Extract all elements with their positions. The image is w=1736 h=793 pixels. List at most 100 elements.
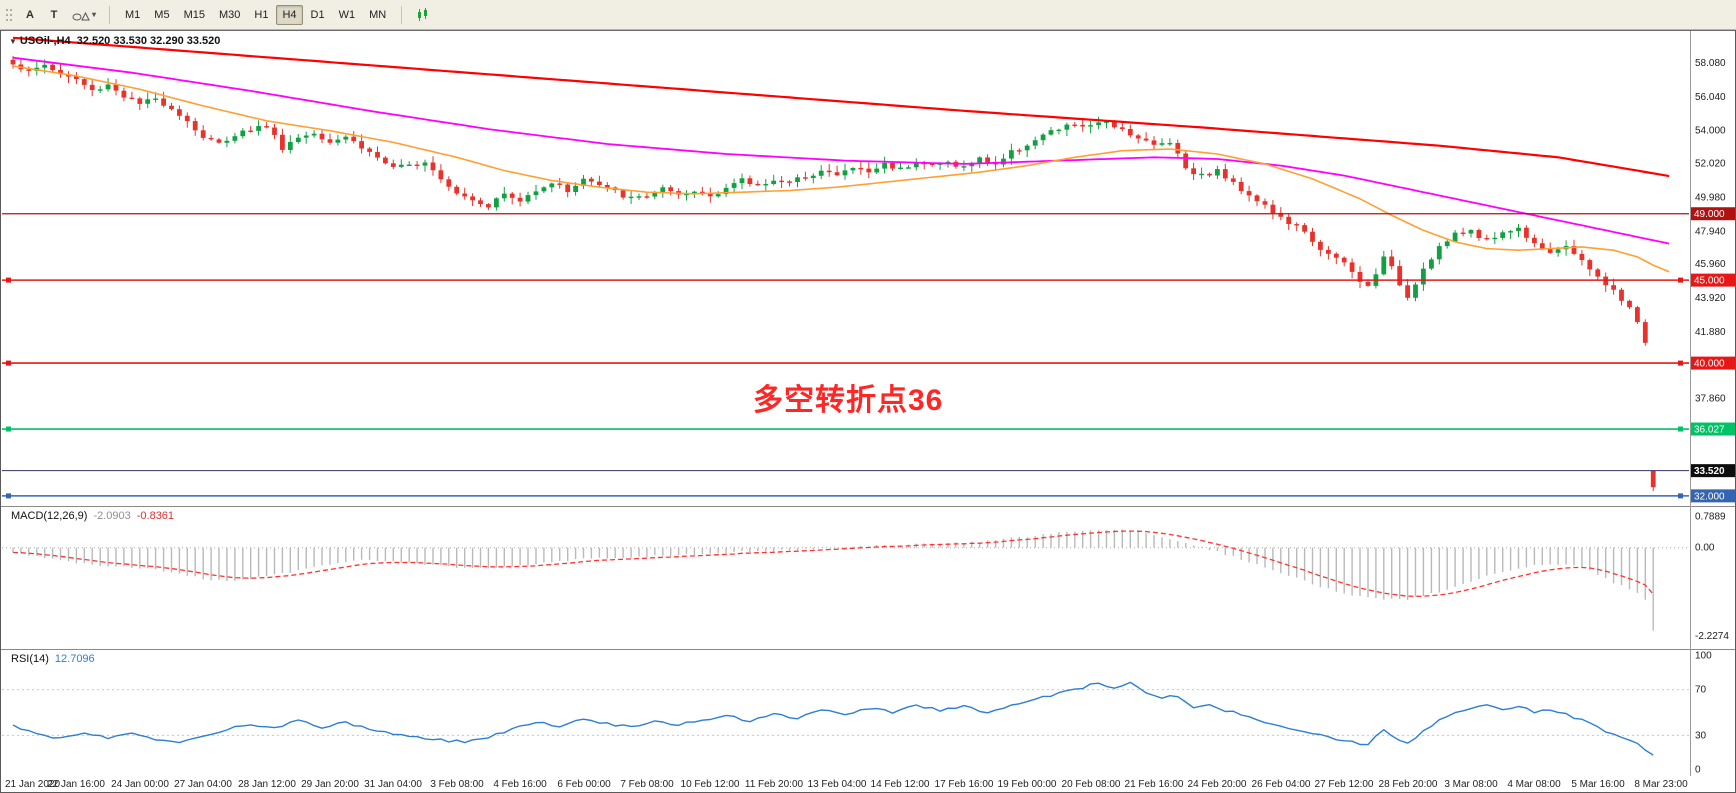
rsi-indicator-label: RSI(14) 12.7096	[11, 653, 101, 665]
time-label: 10 Feb 12:00	[680, 779, 740, 790]
price-badge-label: 32.000	[1694, 491, 1725, 502]
timeframe-button-D1[interactable]: D1	[305, 5, 331, 25]
current-price-label: 33.520	[1694, 466, 1725, 477]
hline-handle[interactable]	[1678, 426, 1683, 432]
macd-panel-canvas[interactable]: 0.7889 0.00 -2.2274	[1, 506, 1736, 649]
price-badge-label: 40.000	[1694, 359, 1725, 370]
price-badge-label: 45.000	[1694, 276, 1725, 287]
time-label: 5 Mar 16:00	[1571, 779, 1625, 790]
symbol-dropdown-icon[interactable]: ▼	[9, 37, 17, 46]
chart-window: 58.080 56.040 54.000 52.020 49.980 47.940 45.9…	[0, 30, 1736, 793]
candles-group	[10, 55, 1656, 492]
rsi-axis-label: 30	[1695, 730, 1707, 741]
rsi-axis-label: 100	[1695, 650, 1712, 661]
panel-splitter[interactable]	[1, 649, 1735, 650]
panel-splitter[interactable]	[1, 506, 1735, 507]
time-label: 29 Jan 20:00	[301, 779, 359, 790]
time-label: 21 Jan 2020	[5, 779, 61, 790]
macd-indicator-label: MACD(12,26,9) -2.0903 -0.8361	[11, 510, 180, 522]
hline-handle[interactable]	[6, 493, 11, 499]
chart-annotation-text[interactable]: 多空转折点36	[753, 384, 944, 417]
grip-dots-icon	[6, 8, 12, 21]
time-label: 27 Jan 04:00	[174, 779, 232, 790]
time-label: 20 Feb 08:00	[1061, 779, 1121, 790]
toolbar-grip[interactable]	[5, 7, 13, 23]
ma-red-line[interactable]	[12, 36, 1670, 178]
chevron-down-icon: ▾	[92, 10, 97, 19]
timeframe-button-W1[interactable]: W1	[333, 5, 362, 25]
timeframe-button-MN[interactable]: MN	[363, 5, 392, 25]
ma-orange-line[interactable]	[12, 65, 1670, 273]
time-label: 24 Feb 20:00	[1187, 779, 1247, 790]
price-tick-label: 58.080	[1695, 58, 1726, 69]
hline-handle[interactable]	[6, 426, 11, 432]
timeframe-button-M15[interactable]: M15	[178, 5, 211, 25]
time-label: 14 Feb 12:00	[870, 779, 930, 790]
price-tick-label: 45.960	[1695, 259, 1726, 270]
macd-name: MACD(12,26,9)	[11, 510, 88, 522]
time-label: 19 Feb 00:00	[997, 779, 1057, 790]
hline-handle[interactable]	[1678, 360, 1683, 366]
timeframe-button-M30[interactable]: M30	[213, 5, 246, 25]
time-label: 24 Jan 00:00	[111, 779, 169, 790]
time-label: 22 Jan 16:00	[47, 779, 105, 790]
chart-title: ▼ USOil-,H4 32.520 33.530 32.290 33.520	[9, 35, 220, 47]
time-label: 7 Feb 08:00	[620, 779, 674, 790]
time-label: 3 Mar 08:00	[1444, 779, 1498, 790]
current-price-badge	[1691, 464, 1735, 478]
price-tick-label: 41.880	[1695, 327, 1726, 338]
price-badge	[1691, 273, 1735, 287]
hline-handle[interactable]	[1678, 493, 1683, 499]
rsi-value: 12.7096	[54, 653, 95, 665]
time-label: 4 Mar 08:00	[1507, 779, 1561, 790]
timeframe-button-M5[interactable]: M5	[148, 5, 175, 25]
shapes-icon	[72, 11, 90, 20]
timeframe-button-H4[interactable]: H4	[276, 4, 303, 25]
price-axis-border	[1690, 31, 1691, 776]
ma-magenta-line[interactable]	[12, 56, 1670, 245]
price-badge	[1691, 207, 1735, 221]
price-badge	[1691, 422, 1735, 436]
time-label: 4 Feb 16:00	[493, 779, 547, 790]
price-badge	[1691, 489, 1735, 503]
macd-main-value: -2.0903	[93, 510, 131, 522]
hline-handle[interactable]	[6, 277, 11, 283]
hline-handle[interactable]	[1678, 277, 1683, 283]
main-chart-canvas[interactable]: 58.080 56.040 54.000 52.020 49.980 47.940 45.9…	[1, 31, 1736, 506]
time-label: 28 Feb 20:00	[1378, 779, 1438, 790]
candles-icon	[418, 7, 428, 21]
macd-axis-label: -2.2274	[1695, 631, 1729, 642]
last-candle-body	[1650, 470, 1656, 488]
time-axis[interactable]: 21 Jan 2020 22 Jan 16:00 24 Jan 00:00 27 Ja…	[1, 776, 1735, 792]
toolbar: A T ▾ M1 M5 M15 M30 H1 H4 D1 W1 MN	[0, 0, 1736, 30]
rsi-panel-canvas[interactable]: 100 70 30 0	[1, 649, 1736, 776]
macd-axis-label: 0.00	[1695, 543, 1715, 554]
time-label: 31 Jan 04:00	[364, 779, 422, 790]
macd-signal-line	[12, 530, 1654, 597]
rsi-name: RSI(14)	[11, 653, 49, 665]
toolbar-separator	[109, 5, 111, 24]
price-tick-label: 47.940	[1695, 226, 1726, 237]
time-label: 28 Jan 12:00	[238, 779, 296, 790]
text-label-tool-button[interactable]: T	[43, 4, 65, 26]
time-label: 3 Feb 08:00	[430, 779, 484, 790]
price-badge-label: 36.027	[1694, 425, 1725, 436]
hline-handle[interactable]	[6, 360, 11, 366]
time-label: 26 Feb 04:00	[1251, 779, 1311, 790]
macd-signal-value: -0.8361	[136, 510, 175, 522]
price-tick-label: 49.980	[1695, 192, 1726, 203]
time-label: 11 Feb 20:00	[744, 779, 804, 790]
rsi-axis-label: 70	[1695, 685, 1707, 696]
candles-chart-button[interactable]	[410, 4, 436, 26]
macd-histogram	[12, 529, 1654, 631]
macd-axis-label: 0.7889	[1695, 511, 1726, 522]
time-label: 21 Feb 16:00	[1124, 779, 1184, 790]
time-label: 17 Feb 16:00	[934, 779, 994, 790]
rsi-axis-label: 0	[1695, 765, 1701, 776]
price-tick-label: 52.020	[1695, 159, 1726, 170]
toolbar-separator	[401, 5, 403, 24]
timeframe-button-M1[interactable]: M1	[119, 5, 146, 25]
timeframe-button-H1[interactable]: H1	[248, 5, 274, 25]
shapes-dropdown-button[interactable]: ▾	[67, 4, 101, 26]
text-annotation-tool-button[interactable]: A	[19, 4, 41, 26]
